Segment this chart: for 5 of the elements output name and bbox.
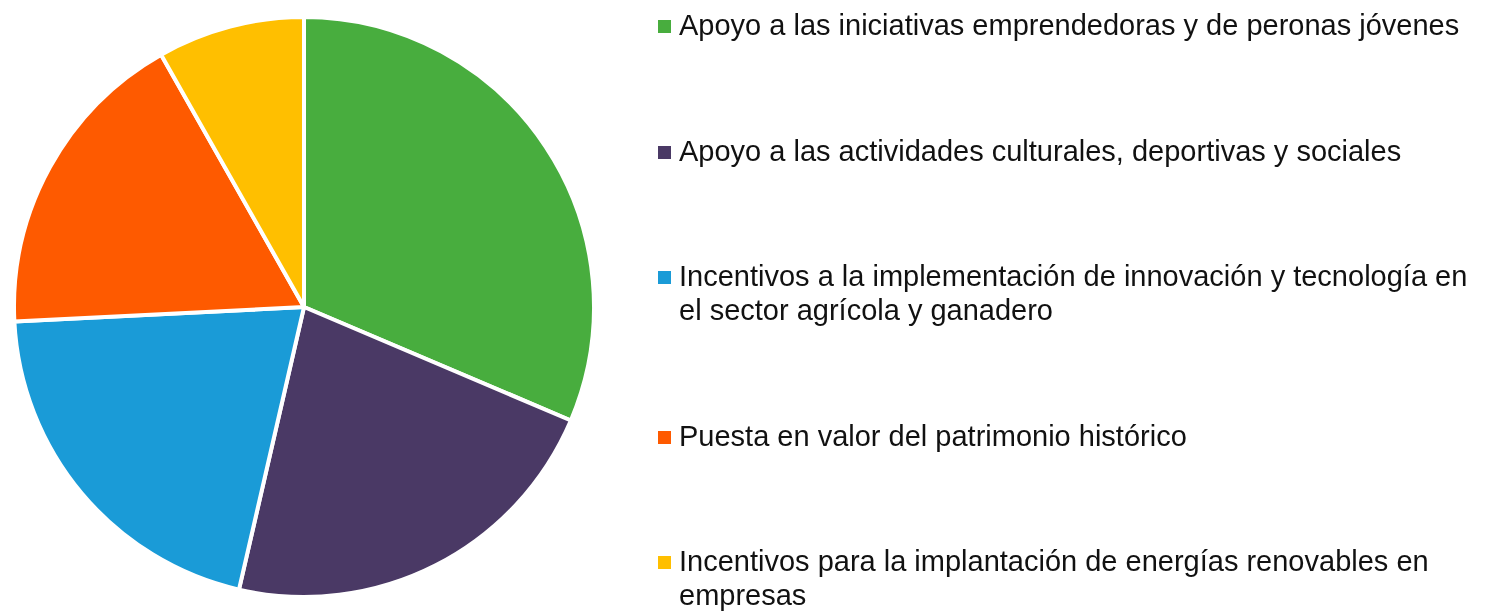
legend-label: Apoyo a las actividades culturales, deportivas y sociales <box>679 133 1402 168</box>
legend-label: Incentivos a la implementación de innovación y tecnología en el sector agrícola y ganadero <box>679 259 1469 327</box>
legend-label: Incentivos para la implantación de energías renovables en empresas <box>679 544 1430 612</box>
legend-label: Puesta en valor del patrimonio histórico <box>679 418 1187 453</box>
legend-label: Apoyo a las iniciativas emprendedoras y de peronas jóvenes <box>679 8 1460 42</box>
